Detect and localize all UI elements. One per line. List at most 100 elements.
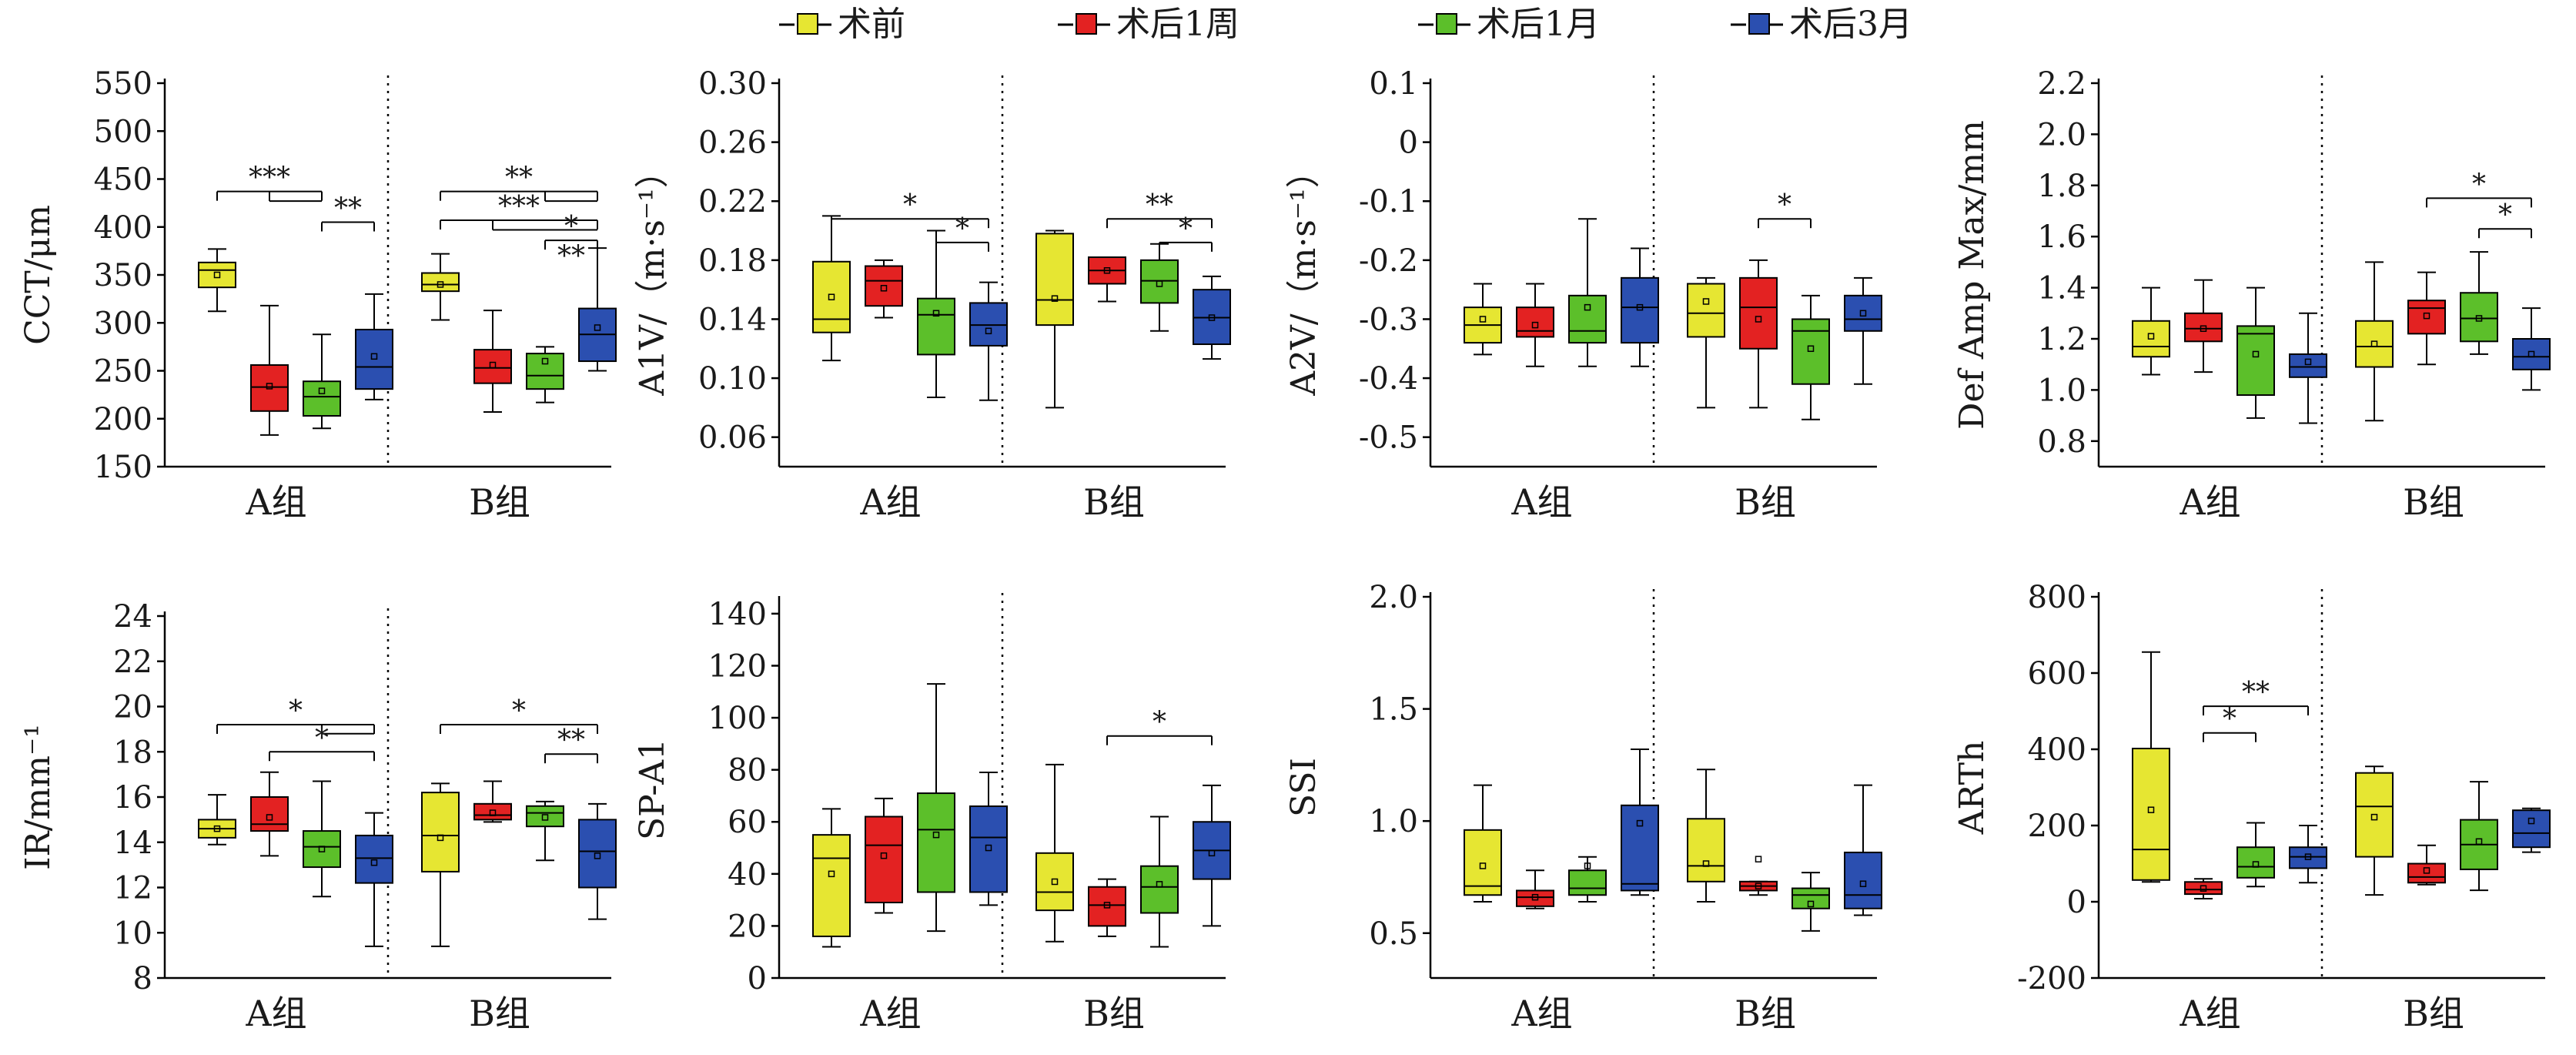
outlier-marker [1755, 856, 1762, 862]
y-tick-label: 2.0 [1369, 580, 1418, 615]
mean-marker [932, 310, 940, 317]
mean-marker [2147, 806, 2155, 813]
mean-marker [2147, 333, 2155, 340]
y-tick-label: -0.1 [1359, 184, 1418, 219]
y-tick-label: 16 [113, 780, 152, 816]
mean-marker [541, 357, 549, 365]
y-tick-label: 550 [94, 66, 152, 102]
iqr-box [1035, 233, 1074, 327]
box-A-3 [1568, 218, 1607, 367]
y-axis-label: A1V/（m·s⁻¹） [633, 154, 672, 397]
box-B-3 [2460, 251, 2498, 355]
box-A-2 [865, 797, 903, 914]
panel-6: 0 20 40 60 80 100 120 140 SP-A1 A组 B组 * [633, 593, 1231, 1034]
box-B-1 [421, 253, 460, 321]
box-A-1 [2132, 651, 2170, 883]
mean-marker [1051, 295, 1059, 302]
mean-marker [985, 327, 992, 335]
box-A-4 [355, 812, 393, 947]
box-A-1 [198, 248, 236, 313]
iqr-box [473, 349, 512, 384]
box-A-3 [2236, 286, 2275, 419]
legend-item-1week: 术后1周 [1058, 5, 1239, 44]
y-tick-label: 1.0 [1369, 804, 1418, 839]
mean-marker [1051, 878, 1059, 886]
mean-marker [1531, 893, 1539, 901]
iqr-box [303, 830, 341, 869]
y-tick-label: 8 [133, 961, 152, 996]
box-B-3 [2460, 781, 2498, 892]
box-B-2 [473, 310, 512, 414]
y-axis-label: ARTh [1952, 741, 1992, 836]
iqr-box [1464, 829, 1502, 896]
iqr-box [1516, 889, 1554, 907]
y-tick-label: 500 [94, 114, 152, 149]
iqr-box [303, 380, 341, 417]
mean-marker [437, 281, 444, 288]
significance-bracket: * [544, 211, 598, 250]
y-axis-label: SSI [1284, 758, 1323, 817]
panel-4: 0.8 1.0 1.2 1.4 1.6 1.8 2.0 2.2 Def Amp Max/mm A组… [1952, 66, 2551, 523]
significance-bracket: ** [557, 241, 585, 273]
box-A-4 [969, 772, 1008, 906]
significance-label: * [2223, 704, 2236, 735]
significance-bracket: * [440, 695, 598, 734]
legend-swatch [1748, 13, 1770, 35]
mean-marker [1859, 310, 1867, 317]
box-B-4 [2512, 807, 2551, 853]
iqr-box [250, 364, 289, 412]
y-tick-label: 350 [94, 258, 152, 293]
box-B-3 [1791, 872, 1830, 932]
significance-label: ** [2242, 677, 2270, 708]
box-B-2 [1088, 878, 1126, 937]
box-A-1 [812, 215, 851, 362]
mean-marker [2423, 867, 2430, 874]
y-tick-label: -200 [2017, 961, 2086, 996]
group-label: B组 [2403, 481, 2464, 523]
significance-label: * [1179, 213, 1193, 245]
iqr-box [1844, 294, 1882, 332]
y-tick-label: 450 [94, 162, 152, 198]
y-tick-label: 150 [94, 450, 152, 485]
mean-marker [932, 831, 940, 839]
significance-label: * [289, 695, 303, 727]
box-A-1 [1464, 283, 1502, 356]
y-tick-label: 1.6 [2037, 219, 2086, 255]
y-tick-label: 1.0 [2037, 373, 2086, 408]
box-A-3 [1568, 856, 1607, 903]
y-axis-label: A2V/（m·s⁻¹） [1284, 154, 1323, 397]
mean-marker [1755, 316, 1762, 323]
box-A-4 [2289, 312, 2327, 424]
significance-bracket: ** [2203, 677, 2309, 716]
mean-marker [880, 284, 888, 292]
y-tick-label: 400 [94, 210, 152, 246]
iqr-box [917, 297, 955, 356]
y-tick-label: 0.26 [698, 126, 767, 161]
box-B-1 [2355, 765, 2394, 896]
mean-marker [266, 383, 273, 390]
box-A-2 [2184, 279, 2223, 373]
iqr-box [2289, 846, 2327, 869]
box-A-4 [355, 293, 393, 400]
box-A-3 [917, 229, 955, 398]
iqr-box [812, 260, 851, 333]
box-A-2 [1516, 283, 1554, 367]
mean-marker [1208, 849, 1216, 857]
y-tick-label: 0.06 [698, 420, 767, 456]
iqr-box [2236, 846, 2275, 879]
iqr-box [2407, 300, 2446, 335]
y-tick-label: 1.4 [2037, 271, 2086, 306]
iqr-box [2132, 748, 2170, 881]
y-tick-label: 1.5 [1369, 692, 1418, 728]
significance-bracket: * [1159, 213, 1213, 252]
box-B-1 [1035, 763, 1074, 943]
box-A-1 [198, 794, 236, 846]
iqr-box [1035, 852, 1074, 912]
y-tick-label: 40 [728, 857, 767, 893]
y-tick-label: 0.1 [1369, 66, 1418, 102]
mean-marker [2304, 853, 2312, 860]
group-label: A组 [1510, 993, 1572, 1034]
box-A-1 [1464, 784, 1502, 903]
y-tick-label: -0.4 [1359, 361, 1418, 397]
